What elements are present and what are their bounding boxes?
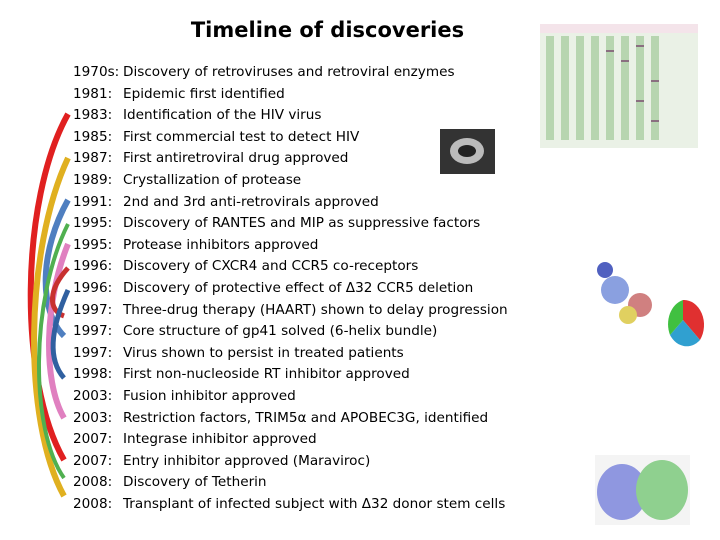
- item-text: Epidemic first identified: [123, 85, 285, 102]
- timeline-item: 1996: Discovery of protective effect of Δ…: [73, 279, 473, 297]
- item-text: First antiretroviral drug approved: [123, 150, 349, 167]
- item-year: 1997:: [73, 323, 113, 340]
- timeline-item: 1998: First non-nucleoside RT inhibitor a…: [73, 365, 410, 383]
- timeline-item: 1985: First commercial test to detect HIV: [73, 128, 359, 146]
- item-text: First non-nucleoside RT inhibitor approv…: [123, 366, 410, 383]
- item-text: First commercial test to detect HIV: [123, 128, 360, 145]
- item-year: 2003:: [73, 409, 113, 426]
- item-year: 1995:: [73, 236, 113, 253]
- timeline-item: 2007: Entry inhibitor approved (Maraviroc…: [73, 452, 370, 470]
- item-year: 2008:: [73, 496, 113, 512]
- timeline-item: 1991: 2nd and 3rd anti-retrovirals approv…: [73, 193, 379, 211]
- item-year: 1970s:: [73, 64, 120, 80]
- item-text: Discovery of CXCR4 and CCR5 co-receptors: [123, 258, 419, 275]
- item-year: 1996:: [73, 280, 113, 296]
- item-year: 1998:: [73, 366, 113, 383]
- item-year: 1989:: [73, 172, 113, 188]
- timeline-item: 1970s: Discovery of retroviruses and retr…: [73, 63, 455, 81]
- arrow: [31, 156, 71, 498]
- timeline-item: 2007: Integrase inhibitor approved: [73, 430, 317, 448]
- item-year: 1997:: [73, 301, 113, 318]
- item-text: Restriction factors, TRIM5α and APOBEC3G…: [123, 409, 489, 426]
- item-year: 2003:: [73, 388, 113, 404]
- item-text: Entry inhibitor approved (Maraviroc): [123, 452, 371, 469]
- item-text: Discovery of protective effect of Δ32 CC…: [123, 280, 474, 296]
- slide-title: Timeline of discoveries: [190, 18, 465, 42]
- item-text: Three-drug therapy (HAART) shown to dela…: [123, 301, 508, 318]
- timeline-item: 2003: Fusion inhibitor approved: [73, 387, 296, 405]
- protein-image: [597, 262, 705, 347]
- item-text: Discovery of RANTES and MIP as suppressi…: [123, 215, 481, 232]
- timeline-item: 1997: Three-drug therapy (HAART) shown to…: [73, 301, 508, 319]
- timeline-item: 1995: Protease inhibitors approved: [73, 236, 318, 254]
- arrow: [50, 288, 71, 380]
- arrow: [46, 242, 71, 420]
- item-text: Transplant of infected subject with Δ32 …: [123, 496, 506, 512]
- item-year: 1985:: [73, 128, 113, 145]
- arrow: [27, 112, 71, 462]
- item-year: 1995:: [73, 215, 113, 232]
- timeline-item: 1981: Epidemic first identified: [73, 85, 285, 103]
- arrow: [37, 223, 70, 480]
- timeline-item: 1989: Crystallization of protease: [73, 171, 301, 189]
- item-text: Crystallization of protease: [123, 172, 302, 188]
- item-text: Fusion inhibitor approved: [123, 388, 296, 404]
- item-text: Discovery of Tetherin: [123, 474, 267, 491]
- blot-image: [540, 24, 698, 148]
- timeline-item: 2008: Transplant of infected subject with…: [73, 495, 505, 513]
- item-year: 2007:: [73, 431, 113, 448]
- timeline-item: 1983: Identification of the HIV virus: [73, 106, 321, 124]
- item-year: 1996:: [73, 258, 113, 275]
- complex-image: [595, 455, 690, 525]
- item-year: 1983:: [73, 107, 113, 124]
- item-text: Protease inhibitors approved: [123, 236, 319, 253]
- timeline-item: 1996: Discovery of CXCR4 and CCR5 co-rece…: [73, 257, 418, 275]
- item-year: 1981:: [73, 85, 113, 102]
- item-year: 1991:: [73, 193, 113, 210]
- timeline-item: 1997: Core structure of gp41 solved (6-he…: [73, 322, 437, 340]
- item-year: 2008:: [73, 474, 113, 491]
- timeline-item: 2003: Restriction factors, TRIM5α and APO…: [73, 409, 488, 427]
- item-text: Integrase inhibitor approved: [123, 431, 317, 448]
- timeline-item: 1997: Virus shown to persist in treated p…: [73, 344, 404, 362]
- item-year: 2007:: [73, 452, 113, 469]
- item-text: Virus shown to persist in treated patien…: [123, 344, 404, 361]
- timeline-item: 1987: First antiretroviral drug approved: [73, 149, 348, 167]
- item-text: Core structure of gp41 solved (6-helix b…: [123, 323, 438, 340]
- virus-image: [440, 129, 495, 174]
- timeline-item: 2008: Discovery of Tetherin: [73, 473, 267, 491]
- timeline-item: 1995: Discovery of RANTES and MIP as supp…: [73, 214, 480, 232]
- item-text: Discovery of retroviruses and retroviral…: [123, 64, 455, 80]
- item-text: 2nd and 3rd anti-retrovirals approved: [123, 193, 379, 210]
- item-text: Identification of the HIV virus: [123, 107, 322, 124]
- item-year: 1987:: [73, 150, 113, 167]
- item-year: 1997:: [73, 344, 113, 361]
